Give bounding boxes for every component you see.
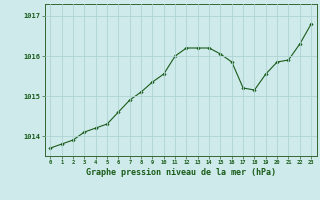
X-axis label: Graphe pression niveau de la mer (hPa): Graphe pression niveau de la mer (hPa) xyxy=(86,168,276,177)
